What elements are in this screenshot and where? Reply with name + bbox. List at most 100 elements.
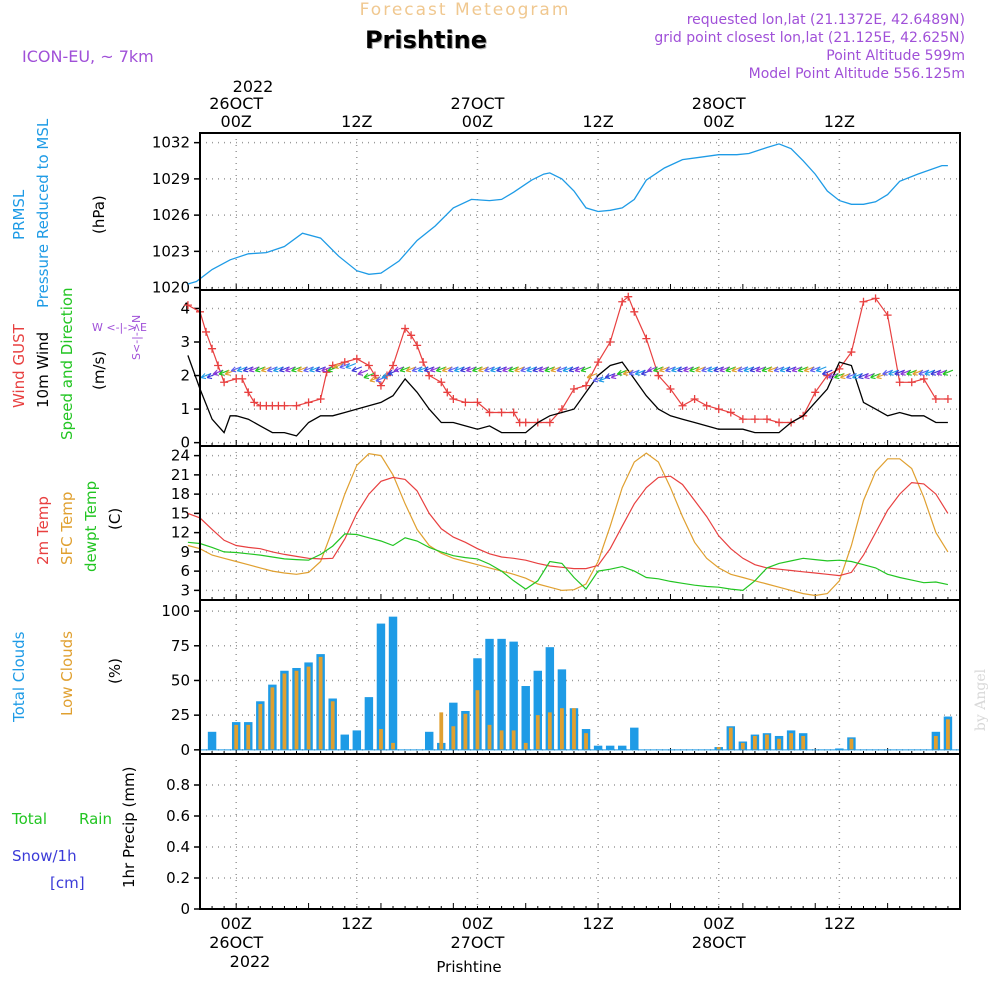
y-tick-label: 1: [180, 400, 190, 418]
total-cloud-bar: [630, 727, 639, 750]
wind-direction-arrow: [852, 373, 863, 380]
gust-marker: [582, 381, 591, 390]
gust-marker: [762, 415, 771, 424]
wind-direction-arrow: [827, 373, 839, 380]
wind-direction-arrow: [242, 366, 254, 373]
wind-direction-arrow: [453, 366, 465, 373]
clouds-unit: (%): [106, 658, 124, 684]
wind-direction-arrow: [840, 373, 851, 380]
low-cloud-bar: [475, 690, 480, 750]
super-title: Forecast Meteogram: [360, 0, 571, 20]
low-cloud-bar: [849, 738, 854, 750]
gust-marker: [461, 398, 470, 407]
y-tick-label: 1026: [152, 206, 190, 224]
pressure-label-desc: Pressure Reduced to MSL: [34, 118, 52, 308]
wind-direction-arrow: [472, 366, 483, 373]
wind-direction-arrow: [803, 366, 815, 373]
wind-direction-arrow: [496, 366, 507, 373]
gust-marker: [244, 388, 253, 397]
pressure-labels: PRMSL Pressure Reduced to MSL (hPa): [10, 118, 108, 308]
gust-marker: [485, 408, 494, 417]
bottom-year-label: 2022: [230, 952, 271, 971]
wind-direction-arrow: [659, 366, 670, 373]
y-tick-label: 18: [171, 485, 190, 503]
wind-direction-arrow: [646, 366, 658, 373]
wind-direction-arrow: [484, 366, 495, 373]
temp-sfc-series: [187, 452, 949, 597]
top-hour-label: 12Z: [824, 112, 855, 131]
bottom-hour-label: 12Z: [824, 914, 855, 933]
wind-direction-arrow: [447, 366, 459, 373]
low-cloud-bar: [789, 733, 794, 750]
low-cloud-bar: [379, 729, 383, 750]
wind-direction-arrow: [309, 366, 320, 373]
gust-marker: [250, 398, 259, 407]
total-cloud-bar: [835, 748, 844, 750]
wind-direction-arrow: [321, 366, 332, 373]
pressure-unit: (hPa): [90, 195, 108, 234]
watermark: by Angel: [973, 668, 989, 731]
wind-direction-arrow: [616, 369, 628, 376]
low-cloud-bar: [716, 747, 721, 750]
top-date-label: 26OCT: [209, 94, 263, 113]
gust-marker: [642, 334, 651, 343]
wind-direction-arrow: [254, 366, 266, 373]
low-cloud-bar: [306, 666, 311, 750]
gust-marker: [594, 358, 603, 367]
gust-marker: [714, 405, 723, 414]
wind-direction-arrow: [266, 366, 278, 373]
temp-sfc-label: SFC Temp: [58, 492, 76, 565]
y-tick-label: 15: [171, 504, 190, 522]
wind-direction-arrow: [749, 366, 761, 373]
panel-frame: [199, 289, 961, 447]
wind-direction-arrow: [429, 366, 441, 373]
top-date-label: 28OCT: [692, 94, 746, 113]
gust-marker: [407, 331, 416, 340]
gust-marker: [473, 398, 482, 407]
wind-direction-arrow: [930, 369, 942, 376]
wind-direction-arrow: [562, 366, 574, 373]
low-cloud-bar: [294, 670, 299, 750]
precip-cm-label: [cm]: [50, 874, 85, 892]
wind-direction-arrow: [586, 373, 598, 380]
y-tick-label: 9: [180, 543, 190, 561]
wind-unit: (m/s): [90, 351, 108, 390]
low-cloud-bar: [535, 715, 540, 750]
wind-direction-arrow: [490, 366, 501, 373]
top-date-label: 27OCT: [451, 94, 505, 113]
y-tick-label: 21: [171, 466, 190, 484]
top-hour-label: 00Z: [221, 112, 252, 131]
wind-direction-arrow: [791, 366, 803, 373]
wind-direction-arrow: [864, 373, 875, 380]
wind-direction-arrow: [411, 366, 423, 373]
y-tick-label: 12: [171, 524, 190, 542]
panel-wind: 0 1 2 3 4: [180, 289, 961, 452]
low-cloud-bar: [330, 701, 335, 750]
gust-marker: [883, 311, 892, 320]
bottom-date-label: 28OCT: [692, 933, 746, 952]
gust-marker: [322, 368, 331, 377]
gust-marker: [859, 297, 868, 306]
bottom-hour-label: 00Z: [462, 914, 493, 933]
gust-marker: [618, 297, 627, 306]
bottom-date-label: 27OCT: [451, 933, 505, 952]
pressure-series: [187, 143, 948, 285]
gust-marker: [726, 408, 735, 417]
wind-direction-arrow: [532, 366, 543, 373]
wind-direction-arrow: [894, 369, 905, 376]
temp-labels: 2m Temp SFC Temp dewpt Temp (C): [34, 481, 124, 572]
low-cloud-bar: [560, 708, 564, 750]
model-name: ICON-EU, ~ 7km: [22, 47, 154, 66]
gust-marker: [775, 418, 784, 427]
wind-direction-arrow: [924, 369, 936, 376]
wind-direction-arrow: [236, 366, 248, 373]
low-cloud-bar: [439, 712, 444, 750]
temp-2m-series: [187, 475, 949, 577]
wind-direction-arrow: [351, 366, 363, 373]
wind-direction-arrow: [695, 366, 706, 373]
gust-marker: [280, 401, 289, 410]
total-cloud-bar: [533, 670, 542, 750]
gust-marker: [750, 415, 759, 424]
wind-direction-arrow: [369, 376, 381, 383]
